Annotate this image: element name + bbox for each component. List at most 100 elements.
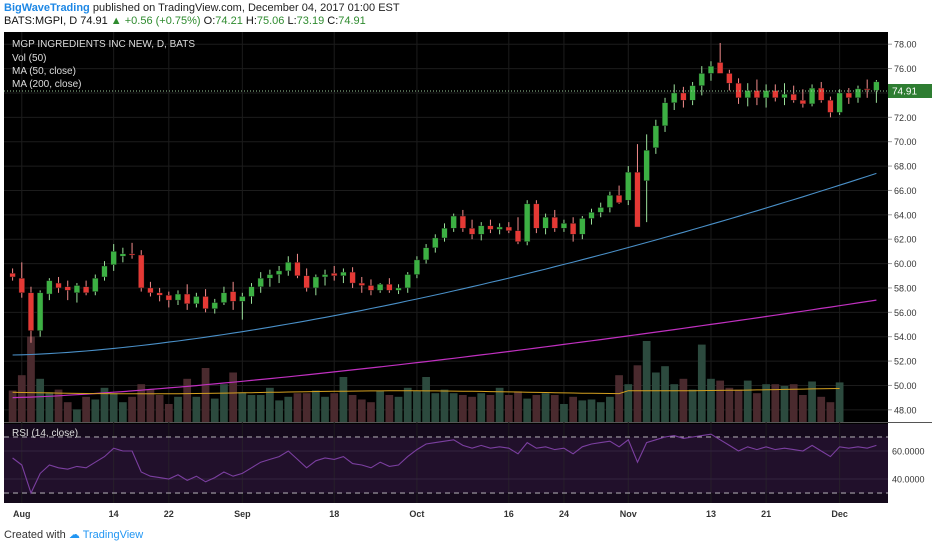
candle-body [616, 195, 623, 203]
candle-body [744, 90, 751, 99]
candle-body [551, 217, 558, 229]
candle-body [643, 150, 650, 181]
candle-body [377, 284, 384, 291]
volume-bar [587, 399, 596, 422]
candle-body [735, 82, 742, 99]
volume-bar [413, 390, 421, 422]
volume-bar [486, 395, 495, 422]
volume-bar [100, 387, 109, 422]
volume-bar [449, 393, 458, 422]
candle-body [110, 251, 117, 265]
candle-body [827, 100, 834, 113]
volume-bar [440, 389, 449, 422]
volume-bar [477, 393, 486, 422]
candle-body [230, 291, 237, 302]
volume-bar [624, 384, 633, 422]
candle-body [809, 87, 816, 105]
candle-body [836, 92, 843, 113]
symbol-label: BATS:MGPI, D [4, 15, 78, 27]
volume-bar [560, 404, 568, 422]
legend-rsi[interactable]: RSI (14, close) [12, 428, 78, 439]
volume-bar [137, 384, 146, 422]
volume-bar [155, 395, 164, 422]
time-tick-label: Oct [409, 509, 424, 519]
symbol-ohlc-line: BATS:MGPI, D 74.91 ▲ +0.56 (+0.75%) O:74… [4, 15, 366, 27]
price-tick-label: 64.00 [894, 210, 917, 220]
candle-body [588, 212, 595, 219]
candle-body [358, 282, 365, 286]
candle-body [661, 102, 669, 127]
last-price: 74.91 [80, 15, 108, 27]
volume-bar [128, 396, 136, 422]
candle-body [671, 92, 678, 103]
volume-bar [27, 336, 35, 422]
volume-bar [256, 395, 265, 422]
volume-bar [642, 341, 651, 422]
volume-bar [146, 389, 155, 422]
legend-ma200[interactable]: MA (200, close) [12, 79, 81, 90]
time-tick-label: Dec [831, 509, 848, 519]
legend-ma50[interactable]: MA (50, close) [12, 66, 76, 77]
candle-body [202, 296, 209, 309]
time-tick-label: Nov [620, 509, 637, 519]
volume-bar [17, 375, 26, 422]
volume-bar [422, 377, 430, 422]
candle-body [524, 203, 531, 242]
candle-body [37, 292, 44, 331]
tradingview-logo-icon: ☁ [68, 529, 80, 541]
candle-body [818, 87, 825, 101]
volume-bar [743, 380, 752, 422]
volume-bar [789, 384, 798, 422]
time-tick-label: 22 [164, 509, 174, 519]
time-tick-label: 16 [504, 509, 514, 519]
candle-body [55, 282, 62, 289]
volume-bar [753, 393, 761, 422]
candle-body [487, 225, 494, 230]
volume-bar [578, 400, 587, 422]
close-value: 74.91 [338, 15, 366, 27]
volume-bar [119, 402, 127, 422]
candle-body [854, 88, 862, 99]
candle-body [404, 274, 411, 289]
volume-bar [459, 395, 467, 422]
volume-bar [73, 409, 81, 422]
candle-body [184, 293, 191, 304]
candle-body [257, 277, 264, 287]
candle-body [18, 277, 25, 294]
high-label: H: [245, 15, 257, 27]
time-tick-label: 14 [109, 509, 119, 519]
candle-body [101, 265, 108, 278]
last-price-badge-text: 74.91 [892, 87, 917, 98]
volume-bar [311, 390, 320, 422]
volume-bar [679, 378, 688, 422]
candle-body [211, 302, 218, 309]
volume-bar [394, 396, 403, 422]
volume-ma-line [12, 388, 840, 395]
volume-bar [164, 404, 173, 422]
volume-bar [210, 398, 219, 422]
legend-vol[interactable]: Vol (50) [12, 53, 46, 64]
volume-bar [826, 402, 835, 422]
candle-body [73, 285, 80, 294]
candle-body [119, 253, 126, 257]
candle-body [459, 215, 466, 229]
volume-bar [36, 378, 45, 422]
volume-bar [220, 384, 228, 422]
volume-bar [339, 377, 348, 422]
open-label: O: [203, 15, 216, 27]
volume-bar [569, 396, 577, 422]
last-price-badge [888, 84, 932, 98]
candle-body [276, 270, 283, 275]
volume-bar [615, 375, 623, 422]
tradingview-brand[interactable]: TradingView [82, 529, 144, 541]
price-tick-label: 58.00 [894, 283, 917, 293]
rsi-band [4, 437, 888, 493]
candle-body [514, 230, 522, 242]
candle-body [726, 73, 733, 84]
candle-body [138, 254, 145, 289]
candle-body [423, 247, 430, 261]
volume-bar [514, 391, 522, 422]
author-link[interactable]: BigWaveTrading [4, 2, 90, 14]
